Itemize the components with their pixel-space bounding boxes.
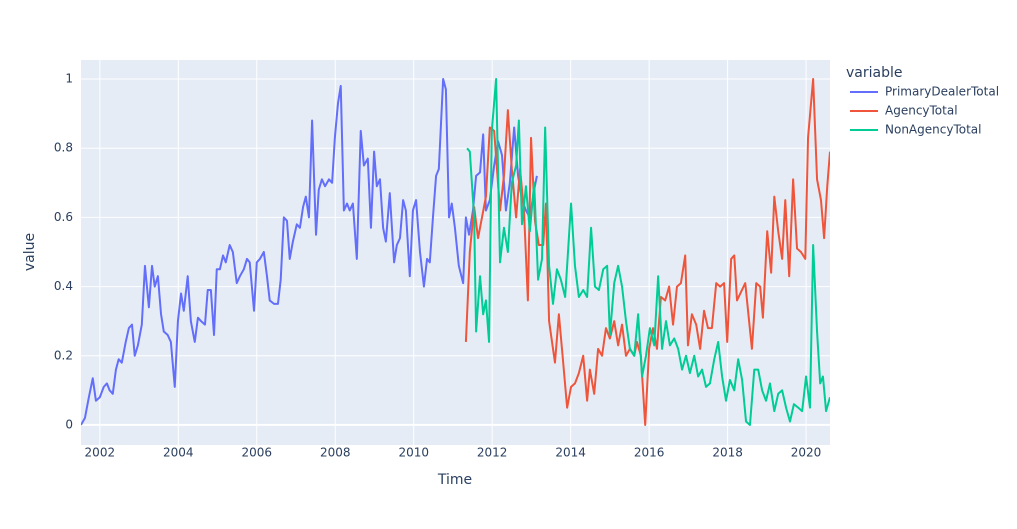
x-tick-label: 2016 (634, 446, 665, 460)
x-tick-label: 2004 (163, 446, 194, 460)
legend-title: variable (846, 65, 902, 81)
x-tick-label: 2006 (242, 446, 273, 460)
legend: PrimaryDealerTotal AgencyTotal NonAgencyTo… (850, 85, 999, 137)
x-tick-label: 2002 (85, 446, 116, 460)
x-tick-label: 2018 (712, 446, 743, 460)
series-line (466, 78, 830, 426)
x-tick-label: 2020 (791, 446, 822, 460)
x-tick-label: 2014 (555, 446, 586, 460)
y-tick-label: 0 (65, 417, 73, 431)
y-tick-label: 0.4 (54, 279, 73, 293)
y-axis-title: value (22, 233, 38, 271)
lines (81, 78, 830, 426)
legend-label: NonAgencyTotal (885, 123, 981, 137)
x-tick-label: 2008 (320, 446, 351, 460)
y-tick-label: 0.2 (54, 348, 73, 362)
plot-area (81, 60, 830, 445)
labels: 0 0.2 0.4 0.6 0.8 1 2002 2004 2006 2008 2010 2012 20… (54, 72, 821, 460)
series-line (81, 78, 538, 426)
x-tick-label: 2012 (477, 446, 508, 460)
y-tick-label: 0.8 (54, 141, 73, 155)
legend-label: AgencyTotal (885, 104, 958, 118)
x-axis-title: Time (437, 472, 472, 488)
legend-label: PrimaryDealerTotal (885, 85, 999, 99)
x-tick-label: 2010 (398, 446, 429, 460)
y-tick-label: 0.6 (54, 210, 73, 224)
y-tick-label: 1 (65, 72, 73, 86)
series-line (464, 78, 830, 426)
